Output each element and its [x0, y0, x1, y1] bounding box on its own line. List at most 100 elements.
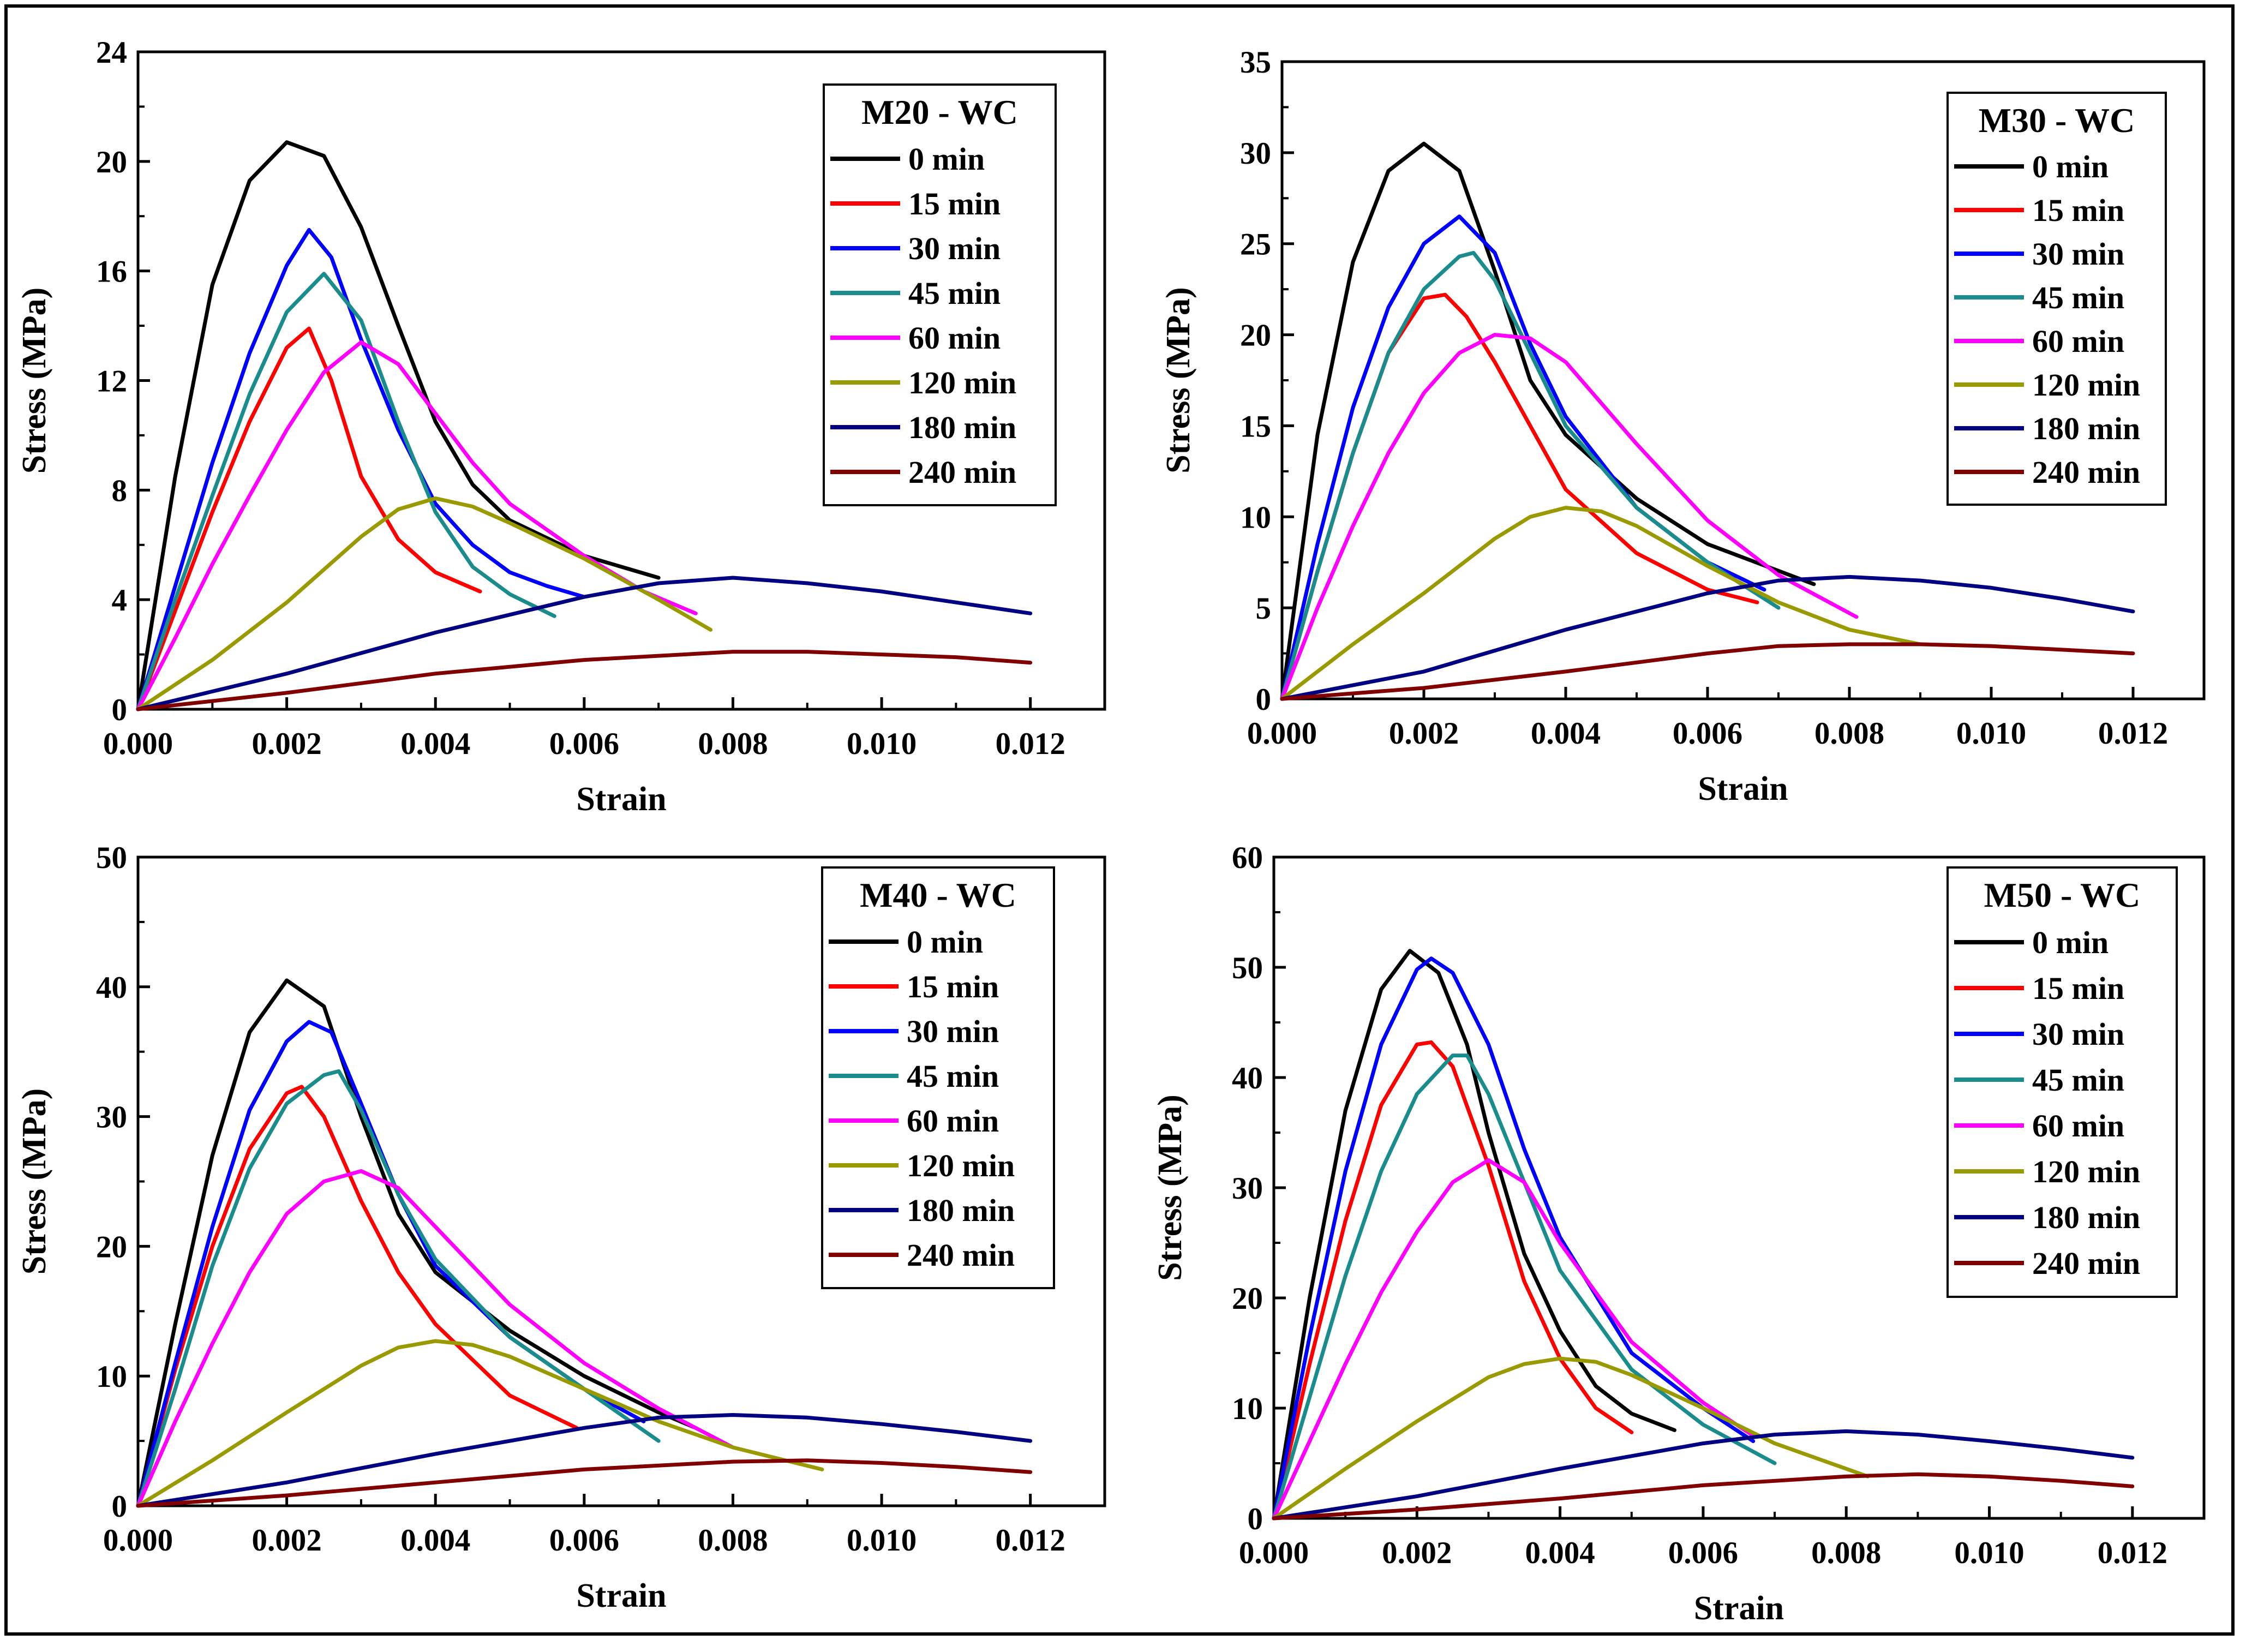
- x-tick-label: 0.006: [1668, 1536, 1738, 1570]
- series-line-0-min: [136, 978, 698, 1508]
- series-line-15-min: [136, 1085, 579, 1508]
- series-line-30-min: [136, 228, 586, 711]
- series-line-180-min: [136, 1413, 1033, 1508]
- legend-label: 45 min: [908, 276, 1001, 311]
- chart-panel-3: 0.000 0.002 0.004 0.006 0.008 0.010 0.012 0 10 20…: [16, 841, 1106, 1614]
- y-tick-label: 20: [96, 145, 127, 179]
- y-tick-label: 35: [1240, 45, 1271, 80]
- y-tick-label: 30: [96, 1100, 127, 1135]
- legend-label: 240 min: [2032, 1246, 2140, 1281]
- x-tick-label: 0.008: [1814, 716, 1884, 751]
- legend-label: 60 min: [908, 320, 1001, 356]
- y-tick-label: 20: [1240, 319, 1271, 353]
- x-tick-label: 0.000: [1247, 716, 1317, 751]
- x-tick-label: 0.012: [996, 727, 1065, 761]
- series-line-180-min: [1280, 574, 2135, 701]
- legend-title: M20 - WC: [861, 93, 1018, 131]
- x-tick-label: 0.002: [251, 727, 321, 761]
- y-tick-label: 8: [112, 474, 128, 508]
- y-tick-label: 50: [1232, 951, 1263, 985]
- series-line-0-min: [136, 140, 661, 711]
- x-tick-label: 0.000: [103, 1523, 173, 1558]
- y-tick-label: 20: [96, 1230, 127, 1264]
- series-line-120-min: [136, 1339, 824, 1508]
- legend-label: 60 min: [907, 1103, 999, 1139]
- series-line-30-min: [1280, 214, 1766, 701]
- x-tick-label: 0.002: [1389, 716, 1459, 751]
- series-line-0-min: [1280, 141, 1816, 701]
- legend-label: 240 min: [908, 454, 1016, 490]
- y-tick-label: 10: [1232, 1392, 1263, 1426]
- y-axis-title: Stress (MPa): [16, 1088, 53, 1274]
- x-tick-label: 0.006: [1673, 716, 1742, 751]
- series-line-45-min: [1280, 250, 1781, 701]
- legend-label: 15 min: [907, 969, 999, 1004]
- legend-label: 180 min: [908, 410, 1016, 445]
- series-line-120-min: [136, 496, 713, 711]
- series-line-60-min: [136, 340, 698, 711]
- legend-label: 45 min: [2032, 280, 2124, 315]
- y-tick-label: 10: [1240, 500, 1271, 535]
- x-axis-title: Strain: [576, 781, 666, 818]
- legend-label: 120 min: [2032, 367, 2140, 403]
- x-tick-label: 0.004: [400, 727, 470, 761]
- y-axis-title: Stress (MPa): [16, 288, 53, 474]
- series-line-30-min: [1272, 956, 1756, 1521]
- series-line-45-min: [1272, 1054, 1777, 1521]
- legend: M30 - WC 0 min 15 min 30 min 45 min 60 min 120…: [1946, 92, 2167, 506]
- series-line-45-min: [136, 1069, 661, 1508]
- y-tick-label: 0: [1256, 683, 1272, 717]
- x-tick-label: 0.004: [1525, 1536, 1595, 1570]
- x-axis-title: Strain: [1694, 1590, 1784, 1627]
- x-tick-label: 0.000: [1239, 1536, 1309, 1570]
- legend-label: 30 min: [908, 231, 1001, 266]
- y-tick-label: 0: [112, 693, 128, 727]
- series-line-120-min: [1272, 1356, 1870, 1521]
- series-line-45-min: [136, 272, 556, 711]
- series-line-60-min: [1272, 1158, 1756, 1521]
- x-tick-label: 0.002: [251, 1523, 321, 1558]
- x-tick-label: 0.012: [2098, 1536, 2167, 1570]
- series-line-240-min: [136, 1458, 1033, 1508]
- legend: M50 - WC 0 min 15 min 30 min 45 min 60 min 120…: [1946, 866, 2178, 1298]
- x-tick-label: 0.002: [1382, 1536, 1452, 1570]
- x-tick-label: 0.010: [847, 1523, 917, 1558]
- x-tick-label: 0.012: [996, 1523, 1065, 1558]
- figure-frame: [4, 4, 2235, 1636]
- legend-label: 120 min: [2032, 1154, 2140, 1189]
- y-tick-label: 4: [112, 583, 128, 618]
- series-line-240-min: [136, 650, 1033, 711]
- x-tick-label: 0.012: [2098, 716, 2168, 751]
- x-tick-label: 0.000: [103, 727, 173, 761]
- series-line-180-min: [136, 576, 1033, 711]
- legend-label: 15 min: [2032, 193, 2124, 228]
- y-tick-label: 25: [1240, 228, 1271, 262]
- x-axis-title: Strain: [576, 1577, 666, 1614]
- legend-label: 60 min: [2032, 324, 2124, 359]
- legend-label: 45 min: [907, 1058, 999, 1094]
- series-line-0-min: [1272, 949, 1676, 1521]
- series-line-60-min: [136, 1169, 735, 1508]
- y-tick-label: 0: [112, 1489, 128, 1524]
- legend-title: M40 - WC: [860, 876, 1016, 914]
- y-tick-label: 60: [1232, 841, 1263, 875]
- y-tick-label: 40: [96, 971, 127, 1005]
- legend-label: 180 min: [2032, 1200, 2140, 1235]
- legend-label: 30 min: [2032, 1016, 2124, 1052]
- series-line-120-min: [1280, 506, 1922, 701]
- y-tick-label: 5: [1256, 591, 1272, 626]
- x-tick-label: 0.004: [400, 1523, 470, 1558]
- y-tick-label: 50: [96, 841, 127, 875]
- y-tick-label: 12: [96, 364, 127, 399]
- legend-label: 30 min: [907, 1014, 999, 1049]
- legend-label: 120 min: [907, 1148, 1015, 1183]
- legend: M20 - WC 0 min 15 min 30 min 45 min 60 min 120…: [823, 83, 1057, 506]
- chart-panel-4: 0.000 0.002 0.004 0.006 0.008 0.010 0.012 0 10 20…: [1152, 841, 2206, 1627]
- x-tick-label: 0.008: [698, 1523, 768, 1558]
- series-line-15-min: [1272, 1040, 1634, 1521]
- legend: M40 - WC 0 min 15 min 30 min 45 min 60 min 120…: [821, 866, 1055, 1289]
- legend-label: 30 min: [2032, 236, 2124, 272]
- x-tick-label: 0.010: [847, 727, 917, 761]
- x-tick-label: 0.004: [1531, 716, 1601, 751]
